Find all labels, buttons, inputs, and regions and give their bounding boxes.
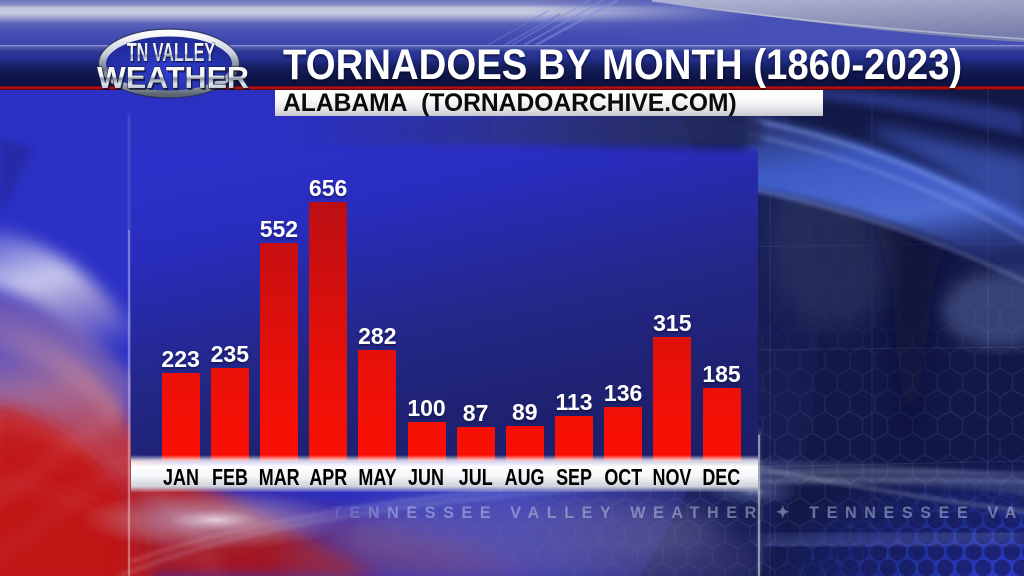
svg-text:WEATHER: WEATHER (99, 63, 251, 97)
svg-text:TN VALLEY: TN VALLEY (128, 38, 217, 68)
svg-text:TN VALLEY: TN VALLEY (127, 37, 216, 67)
svg-text:WEATHER: WEATHER (97, 61, 249, 95)
